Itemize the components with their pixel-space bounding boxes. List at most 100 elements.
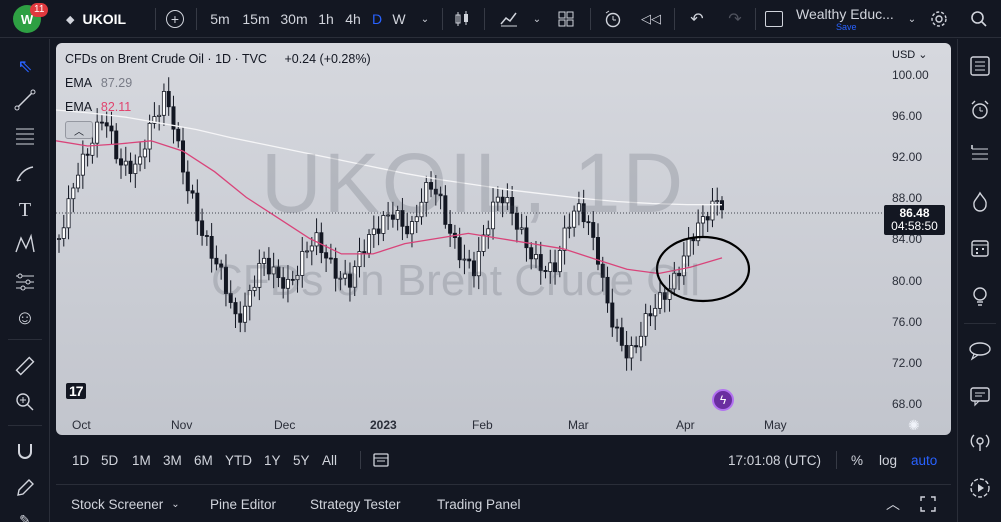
compare-button[interactable]: + — [162, 0, 188, 38]
candle-body — [476, 251, 481, 277]
lock-drawing-tool[interactable] — [10, 473, 40, 503]
zoom-tool[interactable] — [10, 387, 40, 417]
interval-1h[interactable]: 1h — [318, 11, 334, 27]
fib-tool[interactable] — [10, 121, 40, 151]
interval-1d-active[interactable]: D — [371, 11, 383, 27]
range-ytd[interactable]: YTD — [225, 452, 252, 468]
candle-body — [281, 277, 286, 289]
indicators-button[interactable] — [494, 0, 524, 38]
ideas-button[interactable] — [965, 281, 995, 311]
indicators-chevron-icon[interactable]: ⌄ — [532, 13, 542, 25]
candle-body — [352, 266, 357, 288]
lightning-event-icon[interactable]: ϟ — [712, 389, 734, 411]
chats-button[interactable] — [965, 335, 995, 365]
legend-ema-slow[interactable]: EMA 82.11 — [65, 100, 131, 114]
candle-body — [262, 257, 267, 264]
candles-type-button[interactable] — [450, 0, 474, 38]
maximize-panel-button[interactable] — [920, 485, 936, 522]
interval-15m[interactable]: 15m — [242, 11, 270, 27]
range-5y[interactable]: 5Y — [293, 452, 310, 468]
interval-1w[interactable]: W — [392, 11, 406, 27]
user-avatar[interactable]: W 11 — [10, 0, 49, 38]
auto-scale-toggle[interactable]: auto — [911, 452, 938, 468]
range-1d[interactable]: 1D — [72, 452, 90, 468]
y-tick: 96.00 — [892, 109, 923, 123]
range-1y[interactable]: 1Y — [264, 452, 281, 468]
candle-body — [696, 222, 701, 242]
goto-date-button[interactable] — [372, 441, 390, 479]
collapse-legend-button[interactable]: ︿ — [65, 121, 93, 139]
redo-button[interactable]: ↷ — [722, 0, 748, 38]
candle-body — [672, 272, 677, 290]
percent-scale-toggle[interactable]: % — [851, 452, 864, 468]
messages-button[interactable] — [965, 381, 995, 411]
pattern-tool[interactable] — [10, 229, 40, 259]
tab-pine-editor[interactable]: Pine Editor — [210, 496, 277, 512]
price-chart[interactable] — [56, 43, 951, 435]
hotlists-button[interactable] — [965, 187, 995, 217]
bottom-panel-tabs: Stock Screener ⌄ Pine Editor Strategy Te… — [56, 484, 951, 522]
log-scale-toggle[interactable]: log — [879, 452, 898, 468]
candle-body — [505, 197, 510, 204]
range-all[interactable]: All — [322, 452, 338, 468]
layout-name-button[interactable]: Wealthy Educ... Save — [796, 0, 896, 38]
brush-tool[interactable] — [10, 159, 40, 189]
candle-body — [457, 237, 462, 261]
fullscreen-select-button[interactable] — [762, 0, 786, 38]
calendar-button[interactable] — [965, 233, 995, 263]
text-tool[interactable]: T — [10, 195, 40, 225]
trend-line-tool[interactable] — [10, 85, 40, 115]
search-button[interactable] — [966, 0, 992, 38]
magnet-tool[interactable] — [10, 437, 40, 467]
candle-body — [605, 276, 610, 304]
interval-dropdown-chevron-icon[interactable]: ⌄ — [420, 13, 430, 25]
settings-button[interactable] — [926, 0, 952, 38]
layout-button[interactable] — [554, 0, 578, 38]
tradingview-logo[interactable]: 17 — [66, 380, 86, 401]
candle-body — [710, 200, 715, 221]
candle-body — [414, 216, 419, 222]
currency-selector[interactable]: USD ⌄ — [892, 48, 928, 61]
interval-4h[interactable]: 4h — [345, 11, 361, 27]
streams-button[interactable] — [965, 427, 995, 457]
prediction-tool[interactable] — [10, 267, 40, 297]
flame-icon — [973, 191, 987, 212]
range-1m[interactable]: 1M — [132, 452, 151, 468]
candle-body — [548, 262, 553, 272]
more-tools[interactable]: ✎ — [10, 505, 40, 522]
alerts-button[interactable] — [965, 95, 995, 125]
replay-stream-button[interactable] — [965, 473, 995, 503]
candle-body — [619, 327, 624, 346]
range-5d[interactable]: 5D — [101, 452, 119, 468]
measure-tool[interactable] — [10, 351, 40, 381]
tab-trading-panel[interactable]: Trading Panel — [437, 496, 521, 512]
undo-button[interactable]: ↶ — [684, 0, 710, 38]
cursor-tool[interactable]: ⇖ — [10, 51, 40, 81]
alert-button[interactable] — [600, 0, 626, 38]
replay-button[interactable]: ◁◁ — [638, 0, 664, 38]
emoji-tool[interactable]: ☺ — [10, 303, 40, 333]
candle-body — [686, 238, 691, 257]
tab-strategy-tester[interactable]: Strategy Tester — [310, 496, 401, 512]
chart-settings-gear-icon[interactable]: ✺ — [908, 417, 920, 433]
layout-chevron-icon[interactable]: ⌄ — [907, 13, 917, 25]
range-3m[interactable]: 3M — [163, 452, 182, 468]
candle-body — [657, 292, 662, 309]
interval-30m[interactable]: 30m — [280, 11, 308, 27]
x-tick: Oct — [72, 418, 91, 432]
candle-body — [433, 188, 438, 195]
tab-stock-screener[interactable]: Stock Screener ⌄ — [71, 485, 180, 522]
candle-body — [195, 192, 200, 222]
utc-clock[interactable]: 17:01:08 (UTC) — [728, 452, 822, 468]
range-6m[interactable]: 6M — [194, 452, 213, 468]
legend-ema-fast[interactable]: EMA 87.29 — [65, 76, 132, 90]
candle-body — [677, 272, 682, 277]
data-window-button[interactable] — [965, 139, 995, 169]
chart-panel[interactable]: UKOIL, 1D CFDs on Brent Crude Oil CFDs o… — [56, 43, 951, 435]
watchlist-button[interactable] — [965, 51, 995, 81]
interval-5m[interactable]: 5m — [210, 11, 230, 27]
collapse-panel-chevron-icon[interactable]: ︿ — [886, 496, 900, 512]
candle-body — [643, 313, 648, 337]
candle-body — [152, 116, 157, 124]
symbol-search[interactable]: ◆ UKOIL — [66, 0, 136, 38]
